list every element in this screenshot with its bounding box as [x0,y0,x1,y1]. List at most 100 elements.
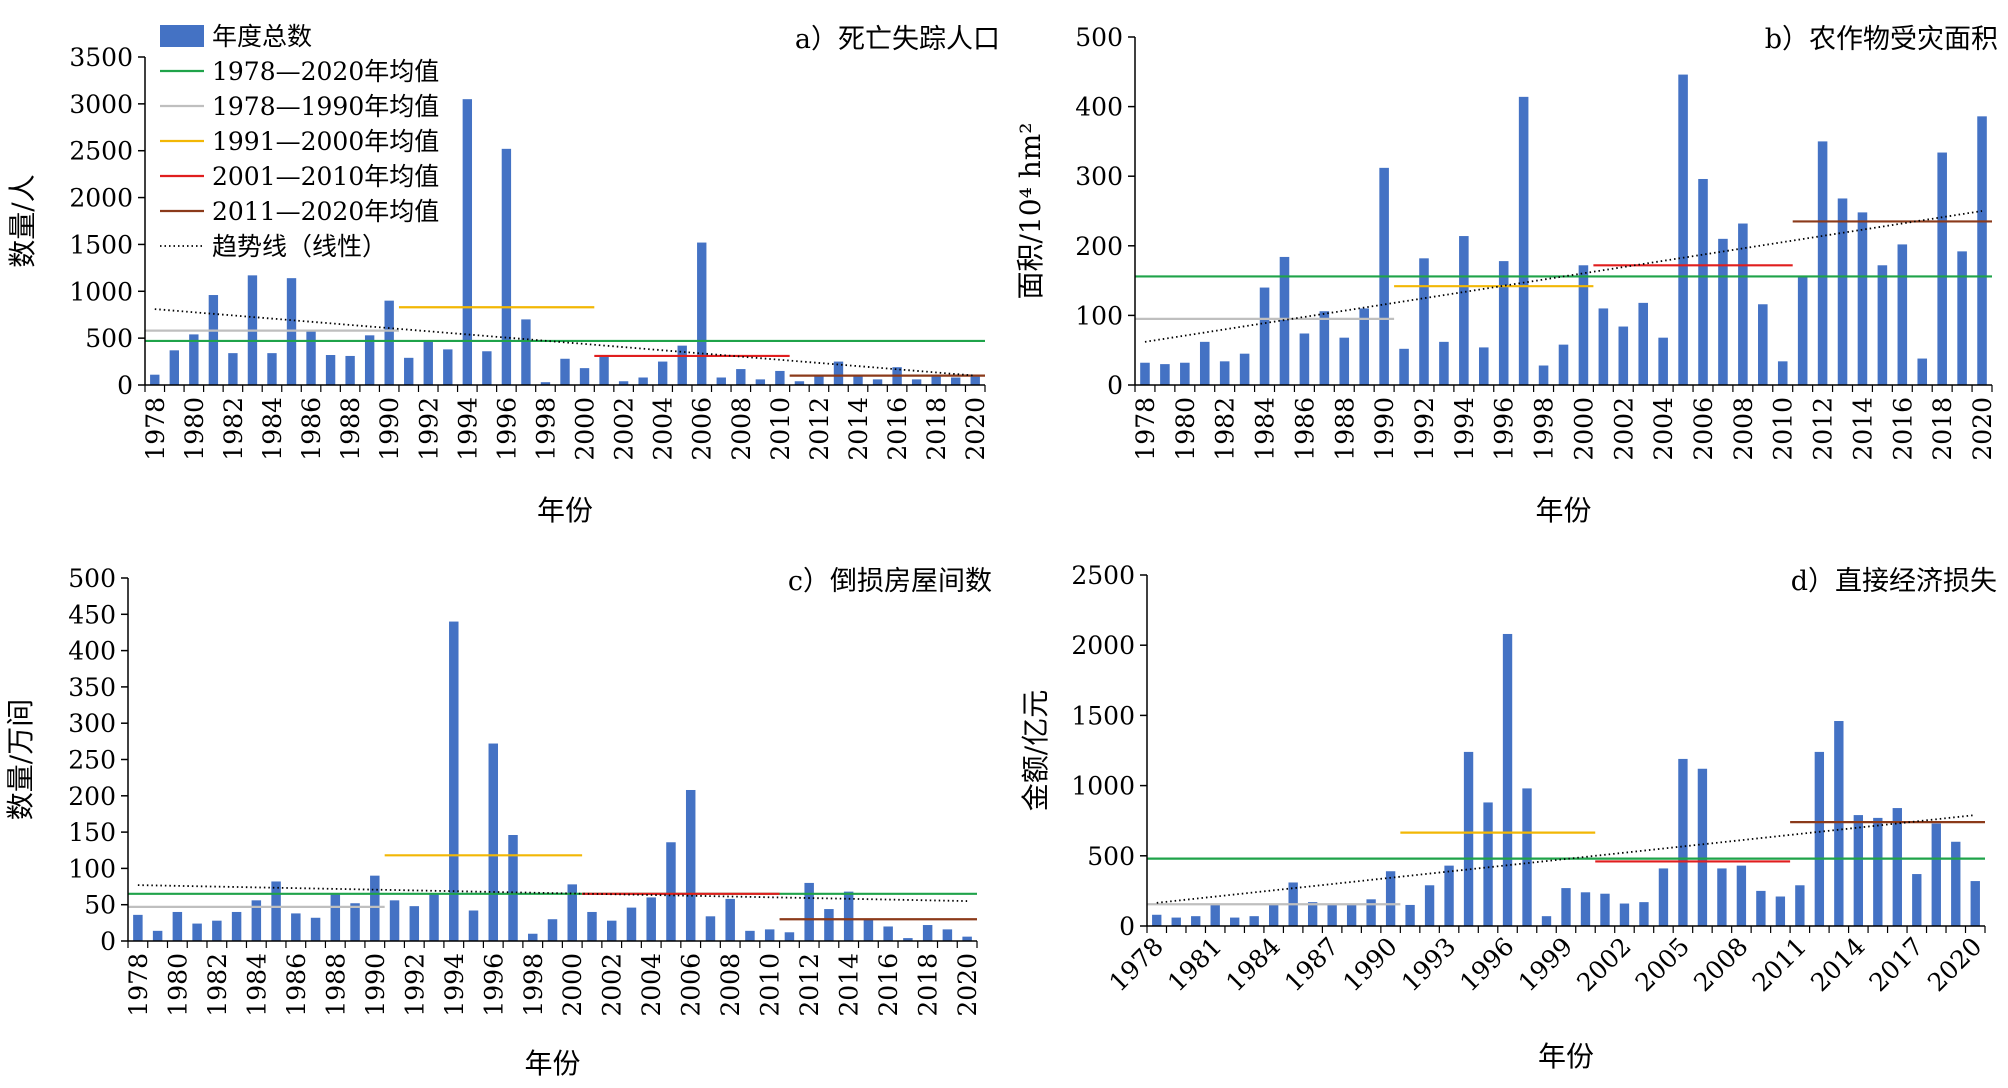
x-tick-label: 1978 [141,397,170,461]
bar-1999 [547,919,558,941]
bar-2008 [1738,223,1748,385]
bar-1987 [1327,903,1337,926]
bar-2000 [1580,892,1591,926]
bar-2017 [911,379,922,385]
x-tick-label: 2016 [883,397,912,461]
chart-title: b）农作物受灾面积 [1765,24,1998,55]
bar-1999 [1558,344,1569,385]
bar-2020 [962,936,972,941]
bar-1981 [1210,904,1220,926]
x-tick-label: 2005 [1630,932,1695,997]
bar-1994 [1459,236,1469,385]
y-tick-label: 150 [68,818,116,847]
y-tick-label: 0 [1119,912,1135,941]
bar-2008 [725,898,735,941]
x-tick-label: 2020 [1968,397,1997,461]
x-tick-label: 2020 [961,397,990,461]
y-tick-label: 2500 [1071,561,1135,590]
y-tick-label: 100 [1075,301,1123,330]
bar-1998 [1541,916,1552,926]
bar-2020 [1977,116,1987,386]
x-tick-label: 2020 [953,953,982,1017]
bar-1995 [1483,802,1493,926]
bar-1999 [560,358,570,385]
bar-1989 [350,903,360,941]
legend-label: 1991—2000年均值 [212,127,439,156]
bar-1995 [482,351,492,385]
bar-1992 [423,340,433,385]
x-tick-label: 1982 [1211,397,1240,461]
bar-2018 [1931,823,1941,926]
bar-2002 [1618,326,1629,385]
legend: 年度总数 1978—2020年均值 1978—1990年均值 1991—2000年均值… [160,22,439,261]
y-tick-label: 200 [1075,232,1123,261]
bar-1984 [1259,287,1270,385]
legend-label: 1978—2020年均值 [212,57,439,86]
x-tick-label: 2011 [1747,932,1812,997]
bar-2015 [863,919,874,941]
x-tick-label: 2012 [805,397,834,461]
bar-2001 [587,911,597,941]
x-tick-label: 2012 [795,953,824,1017]
x-tick-label: 1993 [1396,932,1461,997]
y-axis-label: 数量/人 [6,174,39,267]
y-tick-label: 2000 [69,184,133,213]
bar-2010 [1777,361,1788,385]
x-tick-label: 1980 [163,953,192,1017]
bar-1983 [1249,916,1259,926]
x-axis-label: 年份 [524,1047,580,1080]
bar-2003 [626,907,637,941]
y-tick-label: 1000 [69,277,133,306]
bar-1990 [370,875,380,941]
x-tick-label: 2016 [874,953,903,1017]
x-tick-label: 1992 [414,397,443,461]
y-tick-label: 300 [68,709,116,738]
bar-1991 [1405,904,1415,926]
bar-1981 [1199,341,1210,385]
bar-2015 [872,379,883,385]
bar-1986 [1299,333,1310,385]
bar-2005 [1678,74,1688,386]
bar-2017 [1912,874,1922,926]
bar-2016 [1897,244,1908,385]
x-tick-label: 1988 [336,397,365,461]
bar-2012 [1814,751,1825,926]
y-axis-label: 金额/亿元 [1019,690,1052,811]
bar-2013 [833,361,844,385]
x-tick-label: 2008 [716,953,745,1017]
bar-2000 [579,368,590,385]
bar-2019 [951,377,961,385]
bar-2006 [685,789,696,941]
bar-2005 [666,842,676,941]
bar-1997 [1518,96,1529,385]
bar-1994 [449,621,459,941]
x-tick-label: 2010 [766,397,795,461]
bar-1991 [1399,348,1409,385]
y-tick-label: 3000 [69,90,133,119]
bar-2002 [606,920,617,941]
x-tick-label: 1998 [531,397,560,461]
bar-2020 [970,376,980,385]
x-tick-label: 2000 [571,397,600,461]
bar-1981 [192,923,202,941]
bar-2006 [697,242,707,385]
x-tick-label: 1984 [1220,932,1285,997]
bar-1979 [169,350,179,385]
x-tick-label: 1992 [400,953,429,1017]
bar-2003 [638,377,648,385]
y-tick-label: 500 [85,324,133,353]
bar-1987 [1319,311,1330,385]
x-tick-label: 1990 [1337,932,1402,997]
bar-2018 [931,376,941,385]
bar-2013 [824,909,834,941]
bar-1979 [1171,917,1181,926]
y-tick-label: 500 [1075,23,1123,52]
chart-panel-c: 0 50 100 150 200 250 300 350 400 450 500 1978 1980 19… [4,564,992,1080]
bar-1990 [1385,871,1396,926]
bar-1992 [409,906,420,941]
bar-2003 [1638,302,1649,385]
bar-1989 [364,335,375,385]
x-tick-label: 1994 [453,397,482,461]
y-tick-label: 1500 [69,230,133,259]
x-tick-label: 1980 [180,397,209,461]
